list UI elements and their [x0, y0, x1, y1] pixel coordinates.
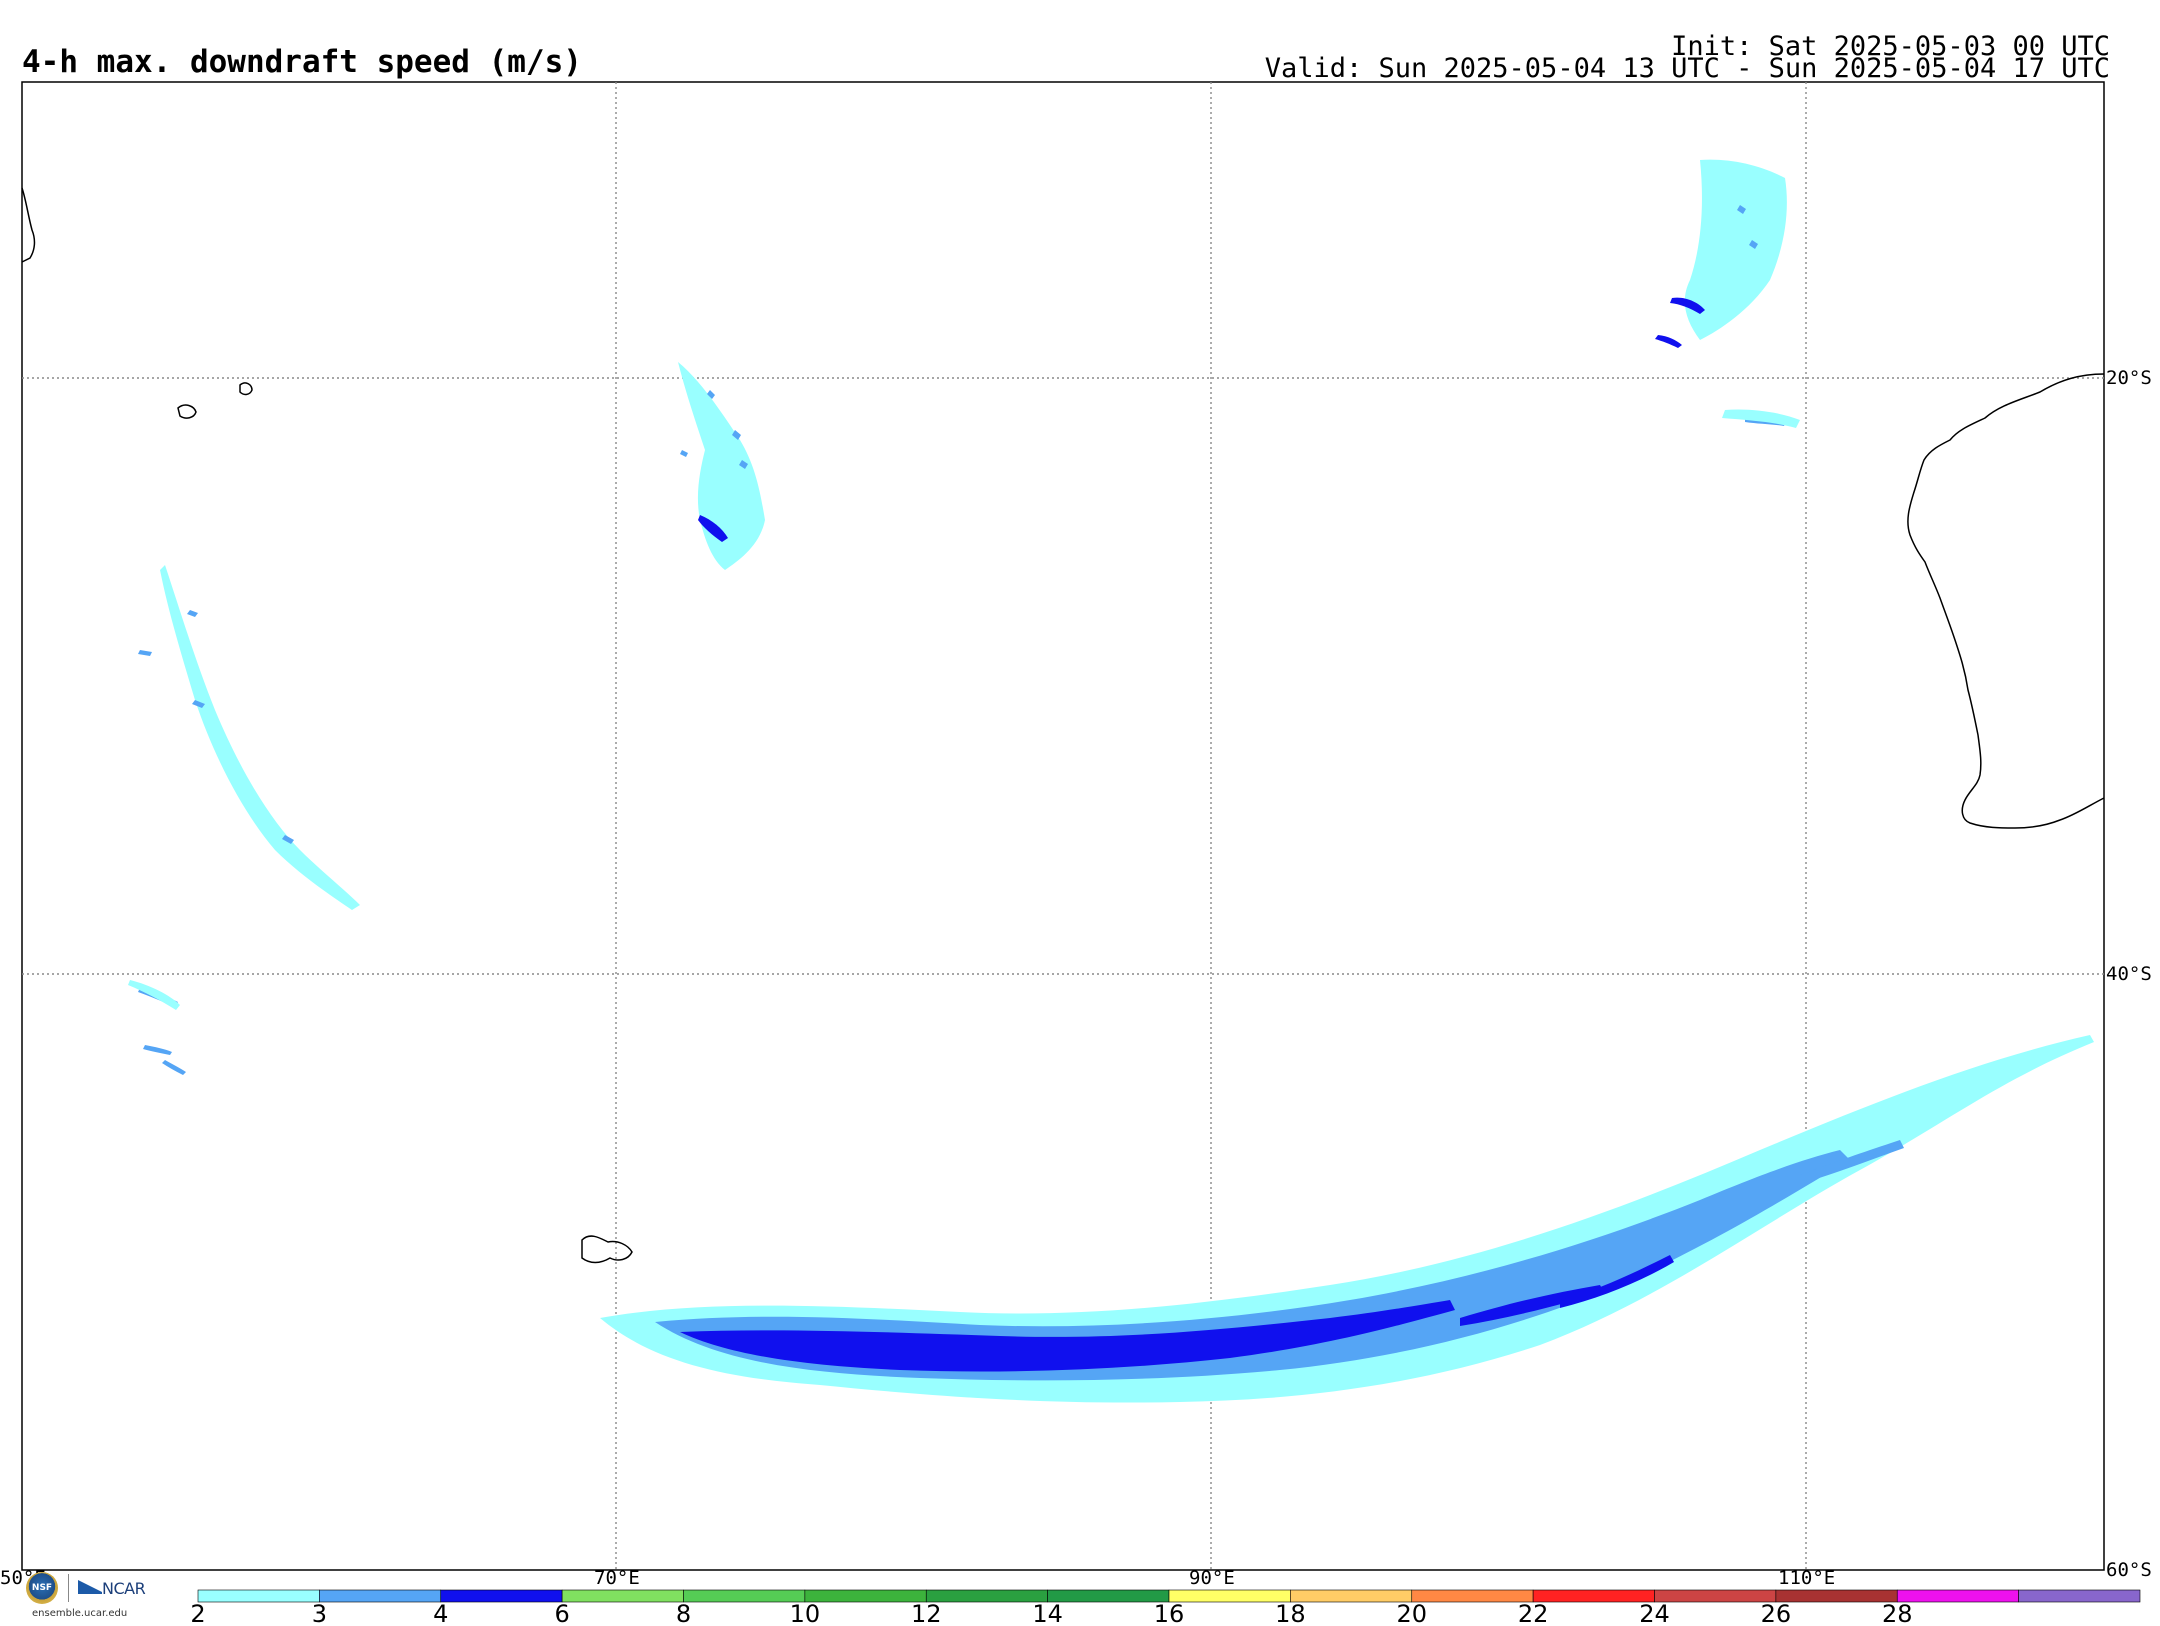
colorbar-swatch [925, 1589, 1048, 1603]
axis-labels: 50°E 70°E 90°E 110°E 20°S 40°S 60°S [0, 367, 2152, 1589]
downdraft-streak-west [128, 565, 360, 1075]
colorbar-swatch [1532, 1589, 1655, 1603]
lon-label-110e: 110°E [1778, 1567, 1835, 1589]
logo-divider [68, 1574, 69, 1602]
lat-label-20s: 20°S [2106, 367, 2152, 389]
website-label: ensemble.ucar.edu [32, 1608, 128, 1619]
colorbar-tick-label: 18 [1275, 1600, 1306, 1626]
ne-cluster-light-2 [1722, 409, 1800, 428]
nsf-logo: NSF [26, 1572, 58, 1604]
colorbar-swatch [1411, 1589, 1534, 1603]
lon-label-90e: 90°E [1189, 1567, 1235, 1589]
colorbar-tick-label: 14 [1032, 1600, 1063, 1626]
ncar-logo-icon [78, 1580, 102, 1594]
colorbar-swatch [1654, 1589, 1777, 1603]
reunion-coast [177, 404, 197, 419]
colorbar-tick-label: 6 [554, 1600, 569, 1626]
lat-label-40s: 40°S [2106, 963, 2152, 985]
colorbar-tick-label: 8 [676, 1600, 691, 1626]
colorbar-swatch [197, 1589, 320, 1603]
colorbar-swatch [1896, 1589, 2019, 1603]
colorbar-swatch [1290, 1589, 1413, 1603]
colorbar-tick-label: 12 [911, 1600, 942, 1626]
west-band-lower-light [128, 980, 180, 1010]
band-dark-streak-2 [1560, 1255, 1674, 1308]
downdraft-cluster-central [678, 362, 765, 570]
colorbar-swatch [683, 1589, 806, 1603]
band-dark [680, 1300, 1455, 1372]
lon-label-70e: 70°E [594, 1567, 640, 1589]
colorbar-swatch [319, 1589, 442, 1603]
colorbar-tick-label: 16 [1154, 1600, 1185, 1626]
ncar-label: NCAR [102, 1579, 146, 1598]
colorbar-tick-label: 3 [312, 1600, 327, 1626]
colorbar-tick-label: 26 [1761, 1600, 1792, 1626]
colorbar: 2 3 4 6 8 10 12 14 16 18 20 22 24 26 28 [190, 1589, 2141, 1626]
ne-cluster-dark-1 [1670, 297, 1705, 314]
map-title: 4-h max. downdraft speed (m/s) [22, 44, 582, 80]
downdraft-cluster-northeast [1655, 159, 1800, 428]
ne-cluster-light [1684, 159, 1787, 340]
band-dark-streak-1 [1460, 1285, 1604, 1326]
init-time: Init: Sat 2025-05-03 00 UTC [1671, 31, 2110, 62]
nsf-label: NSF [31, 1583, 53, 1593]
ne-cluster-dark-2 [1655, 335, 1682, 348]
colorbar-tick-label: 4 [433, 1600, 448, 1626]
colorbar-tick-label: 24 [1639, 1600, 1670, 1626]
colorbar-swatch [2018, 1589, 2141, 1603]
madagascar-coast [21, 187, 36, 263]
australia-west-coast [1907, 373, 2105, 829]
colorbar-tick-label: 20 [1396, 1600, 1427, 1626]
colorbar-swatch [561, 1589, 684, 1603]
band-mid-streak [1800, 1140, 1904, 1184]
colorbar-tick-label: 2 [190, 1600, 205, 1626]
colorbar-swatch [804, 1589, 927, 1603]
kerguelen-coast [581, 1235, 633, 1264]
downdraft-band-south [600, 1035, 2094, 1403]
colorbar-swatch [1775, 1589, 1898, 1603]
colorbar-swatch [1047, 1589, 1170, 1603]
logo-area: NSF NCAR ensemble.ucar.edu [22, 1568, 162, 1619]
colorbar-swatch [1168, 1589, 1291, 1603]
colorbar-tick-label: 28 [1882, 1600, 1913, 1626]
mauritius-coast [239, 382, 253, 396]
valid-time: Valid: Sun 2025-05-04 13 UTC - Sun 2025-… [1264, 53, 2110, 84]
central-cluster-dark-1 [698, 515, 728, 542]
colorbar-swatch [440, 1589, 563, 1603]
colorbar-tick-label: 10 [790, 1600, 821, 1626]
coastlines [21, 187, 2105, 1264]
lat-label-60s: 60°S [2106, 1559, 2152, 1581]
colorbar-tick-label: 22 [1518, 1600, 1549, 1626]
